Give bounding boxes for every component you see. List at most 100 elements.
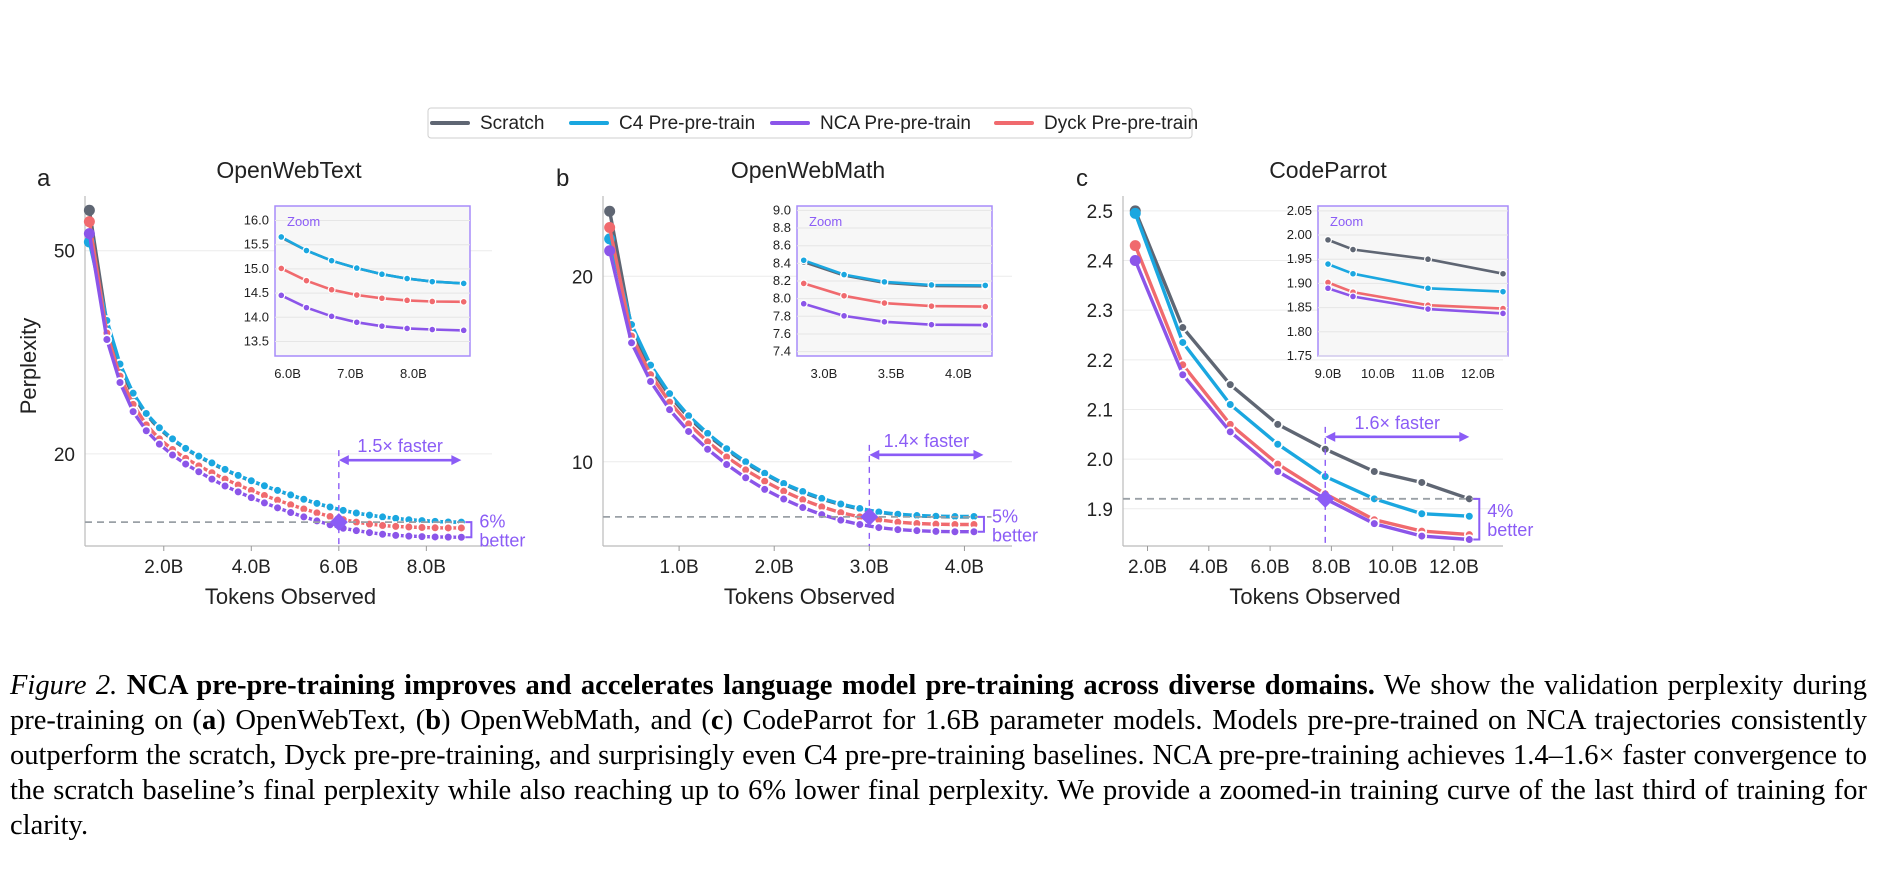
caption-ref-b: b [425, 705, 442, 736]
data-point-c4-pre-pre-train [816, 493, 828, 504]
inset-point-c4-pre-pre-train [302, 246, 311, 255]
inset-point-dyck-pre-pre-train [459, 297, 468, 306]
improvement-bracket [465, 521, 473, 539]
inset-x-tick-label: 3.5B [878, 366, 905, 381]
panel-title: CodeParrot [1269, 157, 1387, 183]
inset-line-c4-pre-pre-train [280, 235, 464, 285]
y-tick-label: 2.5 [1087, 202, 1113, 223]
speedup-arrowhead-left [338, 455, 349, 466]
caption-ref-c: c [710, 705, 724, 736]
caption-text-3: ) OpenWebMath, and ( [441, 705, 711, 736]
inset-y-tick-label: 8.2 [773, 273, 791, 288]
series-line-dyck-pre-pre-train [1133, 244, 1470, 537]
y-tick-label: 1.9 [1087, 500, 1113, 521]
improvement-percent: 4% [1487, 501, 1513, 521]
inset-point-c4-pre-pre-train [352, 264, 361, 273]
inset-point-dyck-pre-pre-train [352, 291, 361, 300]
data-point-scratch [1368, 466, 1380, 477]
y-tick-label: 50 [54, 242, 75, 263]
panel-a: 2.0B 4.0B 6.0B 8.0B 50 20 OpenWebText a Tokens O… [16, 157, 525, 609]
inset-y-tick-label: 13.5 [244, 333, 269, 348]
caption-ref-a: a [201, 705, 217, 736]
y-tick-label: 2.2 [1087, 351, 1113, 372]
x-tick-label: 4.0B [232, 557, 271, 578]
inset-y-tick-label: 8.6 [773, 238, 791, 253]
inset-x-tick-label: 7.0B [337, 366, 364, 381]
data-point-nca-pre-pre-train [702, 443, 713, 455]
inset-y-tick-label: 7.8 [773, 308, 791, 323]
x-tick-label: 2.0B [1128, 557, 1167, 578]
inset-point-dyck-pre-pre-train [377, 294, 386, 303]
y-tick-label: 2.3 [1087, 301, 1113, 322]
data-point-c4-pre-pre-train [351, 507, 362, 519]
speedup-label: 1.5× faster [357, 436, 443, 456]
panel-title: OpenWebMath [731, 157, 885, 183]
data-point-c4-pre-pre-train [1416, 508, 1428, 520]
data-point-nca-pre-pre-train [778, 493, 790, 505]
data-point-nca-pre-pre-train [949, 526, 961, 538]
caption-figure-label: Figure 2. [10, 670, 118, 701]
inset-point-nca-pre-pre-train [302, 303, 311, 312]
data-point-scratch [1272, 419, 1284, 430]
inset-point-nca-pre-pre-train [377, 322, 386, 331]
inset-y-tick-label: 9.0 [773, 202, 791, 217]
inset-line-nca-pre-pre-train [1327, 287, 1504, 315]
x-tick-label: 2.0B [755, 557, 794, 578]
inset-point-nca-pre-pre-train [1323, 284, 1332, 293]
inset-point-nca-pre-pre-train [1423, 305, 1432, 314]
speedup-arrowhead-right [1459, 431, 1470, 442]
inset-point-c4-pre-pre-train [927, 280, 936, 289]
zoom-label: Zoom [287, 214, 320, 229]
data-point-c4-pre-pre-train [219, 464, 231, 475]
data-point-c4-pre-pre-train [1177, 337, 1189, 348]
data-point-c4-pre-pre-train [154, 422, 165, 434]
data-point-nca-pre-pre-train [364, 527, 375, 538]
zoom-inset-frame [1317, 205, 1509, 357]
data-point-dyck-pre-pre-train [416, 522, 428, 533]
inset-point-c4-pre-pre-train [327, 256, 336, 265]
improvement-word: better [479, 531, 525, 551]
zoom-inset: 16.0 15.5 15.0 14.5 14.0 13.5 6.0B 7.0B 8.0B Zoom [244, 205, 471, 381]
data-point-c4-pre-pre-train [246, 475, 257, 487]
data-point-nca-pre-pre-train [246, 492, 257, 503]
data-point-nca-pre-pre-train [101, 334, 113, 345]
data-point-nca-pre-pre-train [416, 531, 428, 542]
inset-y-tick-label: 14.5 [244, 285, 269, 300]
inset-point-scratch [1348, 245, 1357, 254]
data-point-nca-pre-pre-train [797, 502, 809, 513]
x-tick-label: 6.0B [1251, 557, 1290, 578]
inset-line-nca-pre-pre-train [280, 294, 464, 332]
inset-point-c4-pre-pre-train [1423, 284, 1432, 293]
inset-y-tick-label: 2.05 [1287, 203, 1312, 218]
data-point-dyck-pre-pre-train [442, 522, 454, 534]
data-point-c4-pre-pre-train [232, 470, 244, 481]
inset-point-c4-pre-pre-train [277, 232, 286, 241]
panel-letter: a [37, 165, 51, 192]
inset-y-tick-label: 2.00 [1287, 227, 1312, 242]
data-point-c4-pre-pre-train [835, 498, 847, 510]
inset-point-nca-pre-pre-train [927, 320, 936, 329]
inset-x-tick-label: 11.0B [1411, 366, 1444, 381]
data-point-dyck-pre-pre-train [429, 522, 441, 534]
inset-line-dyck-pre-pre-train [280, 267, 464, 304]
inset-point-c4-pre-pre-train [428, 277, 437, 286]
inset-point-nca-pre-pre-train [428, 325, 437, 334]
inset-point-scratch [1498, 269, 1507, 278]
data-point-nca-pre-pre-train [835, 514, 847, 526]
data-point-c4-pre-pre-train [140, 408, 152, 419]
data-point-nca-pre-pre-train [456, 531, 467, 543]
panel-letter: b [556, 165, 569, 192]
y-tick-label: 2.0 [1087, 450, 1113, 471]
inset-y-tick-label: 15.5 [244, 237, 269, 252]
data-point-nca-pre-pre-train [664, 404, 675, 415]
inset-point-dyck-pre-pre-train [327, 285, 336, 294]
legend-label-c4-pre-pre-train: C4 Pre-pre-train [619, 113, 755, 134]
data-point-dyck-pre-pre-train [390, 521, 402, 532]
inset-point-nca-pre-pre-train [840, 311, 849, 320]
inset-line-dyck-pre-pre-train [1327, 281, 1504, 310]
data-point-nca-pre-pre-train [626, 337, 637, 349]
x-tick-label: 2.0B [144, 557, 183, 578]
inset-point-nca-pre-pre-train [799, 299, 808, 308]
data-point-nca-pre-pre-train [429, 531, 441, 543]
